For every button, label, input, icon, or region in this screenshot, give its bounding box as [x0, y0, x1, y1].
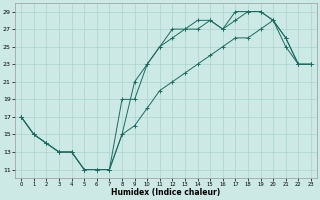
X-axis label: Humidex (Indice chaleur): Humidex (Indice chaleur) — [111, 188, 221, 197]
